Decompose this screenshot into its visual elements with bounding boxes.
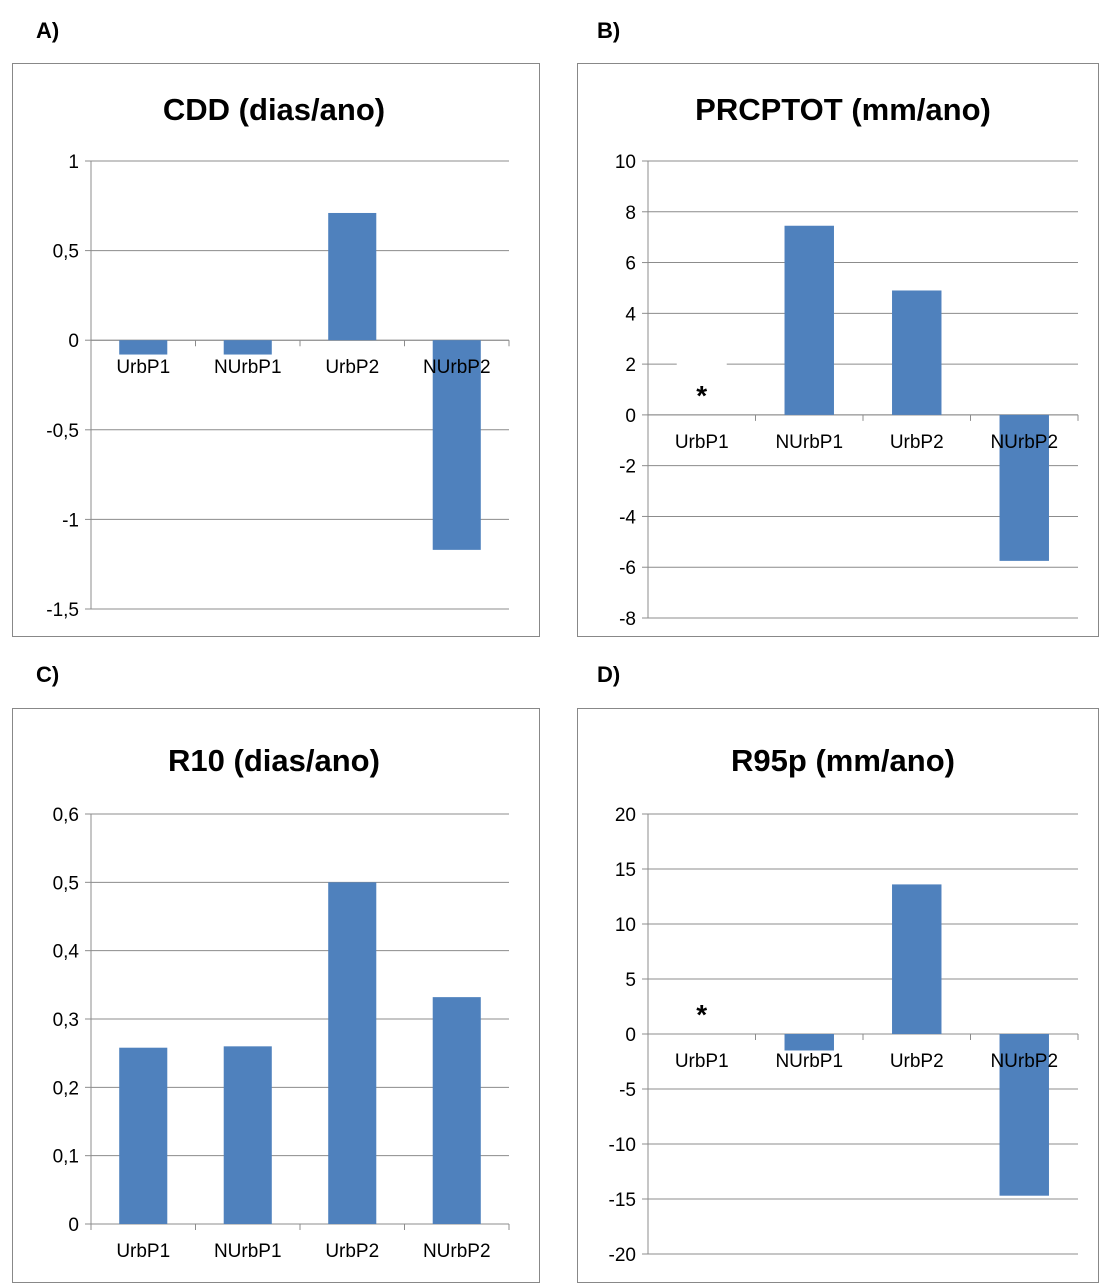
y-tick-label: -8 xyxy=(619,609,636,630)
y-tick-label: -2 xyxy=(619,457,636,478)
bar-urbp2 xyxy=(892,884,942,1034)
y-tick-label: 1 xyxy=(68,152,79,173)
chart-prcptot: PRCPTOT (mm/ano) -8 -6 -4 -2 0 2 4 6 8 10 UrbP1 NUrb… xyxy=(577,63,1099,637)
chart-r10-svg: R10 (dias/ano) 0 0,1 0,2 0,3 0,4 0,5 0,6 UrbP1 NU… xyxy=(53,743,510,1262)
bar-nurbp2 xyxy=(432,340,481,550)
y-tick-label: 10 xyxy=(615,915,636,936)
chart-title: CDD (dias/ano) xyxy=(163,92,385,127)
y-tick-label: 0,3 xyxy=(53,1010,79,1031)
y-tick-label: -15 xyxy=(609,1190,636,1211)
y-tick-label: 0,5 xyxy=(53,242,79,263)
y-tick-label: -5 xyxy=(619,1080,636,1101)
chart-r10: R10 (dias/ano) 0 0,1 0,2 0,3 0,4 0,5 0,6 UrbP1 NU… xyxy=(12,708,540,1283)
significance-marker: * xyxy=(696,380,707,411)
y-tick-label: -1,5 xyxy=(46,600,79,621)
bar-nurbp2 xyxy=(999,414,1049,561)
panel-label-d: D) xyxy=(597,662,621,687)
bar-nurbp1 xyxy=(784,1034,834,1051)
y-tick-label: -1 xyxy=(62,510,79,531)
bar-nurbp1 xyxy=(784,225,834,415)
chart-title: PRCPTOT (mm/ano) xyxy=(695,92,991,127)
y-tick-label: -4 xyxy=(619,507,636,528)
category-label: UrbP2 xyxy=(325,357,379,378)
y-tick-label: 8 xyxy=(625,203,636,224)
y-tick-label: 0 xyxy=(68,1215,79,1236)
chart-r95p: R95p (mm/ano) -20 -15 -10 -5 0 5 10 15 20 UrbP1 NUr… xyxy=(577,708,1099,1283)
panel-label-c: C) xyxy=(36,662,60,687)
y-tick-label: -6 xyxy=(619,558,636,579)
panel-label-b: B) xyxy=(597,18,621,43)
y-tick-label: 0,5 xyxy=(53,873,79,894)
category-label: NUrbP2 xyxy=(990,432,1058,453)
y-tick-label: 0,4 xyxy=(53,942,80,963)
category-label: UrbP1 xyxy=(116,1241,170,1262)
significance-marker: * xyxy=(696,999,707,1030)
chart-title: R10 (dias/ano) xyxy=(168,743,380,778)
y-tick-label: 6 xyxy=(625,254,636,275)
y-tick-label: 0 xyxy=(625,406,636,427)
category-label: NUrbP2 xyxy=(423,1241,491,1262)
category-label: UrbP2 xyxy=(325,1241,379,1262)
y-tick-label: 20 xyxy=(615,805,636,826)
bar-nurbp1 xyxy=(223,1046,272,1224)
category-label: UrbP1 xyxy=(675,1051,729,1072)
y-tick-label: 0,1 xyxy=(53,1147,79,1168)
chart-cdd-svg: CDD (dias/ano) -1,5 -1 -0,5 0 0,5 1 UrbP1 NUrbP1… xyxy=(46,92,510,621)
category-label: NUrbP1 xyxy=(214,1241,282,1262)
y-tick-label: -20 xyxy=(609,1245,636,1266)
category-label: UrbP1 xyxy=(116,357,170,378)
chart-cdd: CDD (dias/ano) -1,5 -1 -0,5 0 0,5 1 UrbP1 NUrbP1… xyxy=(12,63,540,637)
category-label: UrbP1 xyxy=(675,432,729,453)
y-tick-label: 0 xyxy=(625,1025,636,1046)
bar-urbp2 xyxy=(892,290,942,415)
y-tick-label: -0,5 xyxy=(46,421,79,442)
panel-label-a: A) xyxy=(36,18,60,43)
bar-nurbp1 xyxy=(223,340,272,355)
category-label: UrbP2 xyxy=(890,1051,944,1072)
y-tick-label: 15 xyxy=(615,860,636,881)
y-tick-label: 0,6 xyxy=(53,805,79,826)
category-label: NUrbP1 xyxy=(775,1051,843,1072)
bar-urbp1 xyxy=(119,1047,168,1224)
category-label: UrbP2 xyxy=(890,432,944,453)
bar-urbp1 xyxy=(119,340,168,355)
bar-nurbp2 xyxy=(999,1034,1049,1196)
chart-prcptot-svg: PRCPTOT (mm/ano) -8 -6 -4 -2 0 2 4 6 8 10 UrbP1 NUrb… xyxy=(615,92,1079,630)
bar-urbp2 xyxy=(328,212,377,341)
category-label: NUrbP1 xyxy=(214,357,282,378)
bar-nurbp2 xyxy=(432,997,481,1224)
y-tick-label: 10 xyxy=(615,152,636,173)
category-label: NUrbP1 xyxy=(775,432,843,453)
category-label: NUrbP2 xyxy=(423,357,491,378)
y-tick-label: 0 xyxy=(68,331,79,352)
y-tick-label: -10 xyxy=(609,1135,636,1156)
y-tick-label: 2 xyxy=(625,355,636,376)
category-label: NUrbP2 xyxy=(990,1051,1058,1072)
y-tick-label: 4 xyxy=(625,304,636,325)
y-tick-label: 0,2 xyxy=(53,1078,79,1099)
y-tick-label: 5 xyxy=(625,970,636,991)
chart-title: R95p (mm/ano) xyxy=(731,743,955,778)
chart-r95p-svg: R95p (mm/ano) -20 -15 -10 -5 0 5 10 15 20 UrbP1 NUr… xyxy=(609,743,1079,1266)
bar-urbp2 xyxy=(328,882,377,1224)
